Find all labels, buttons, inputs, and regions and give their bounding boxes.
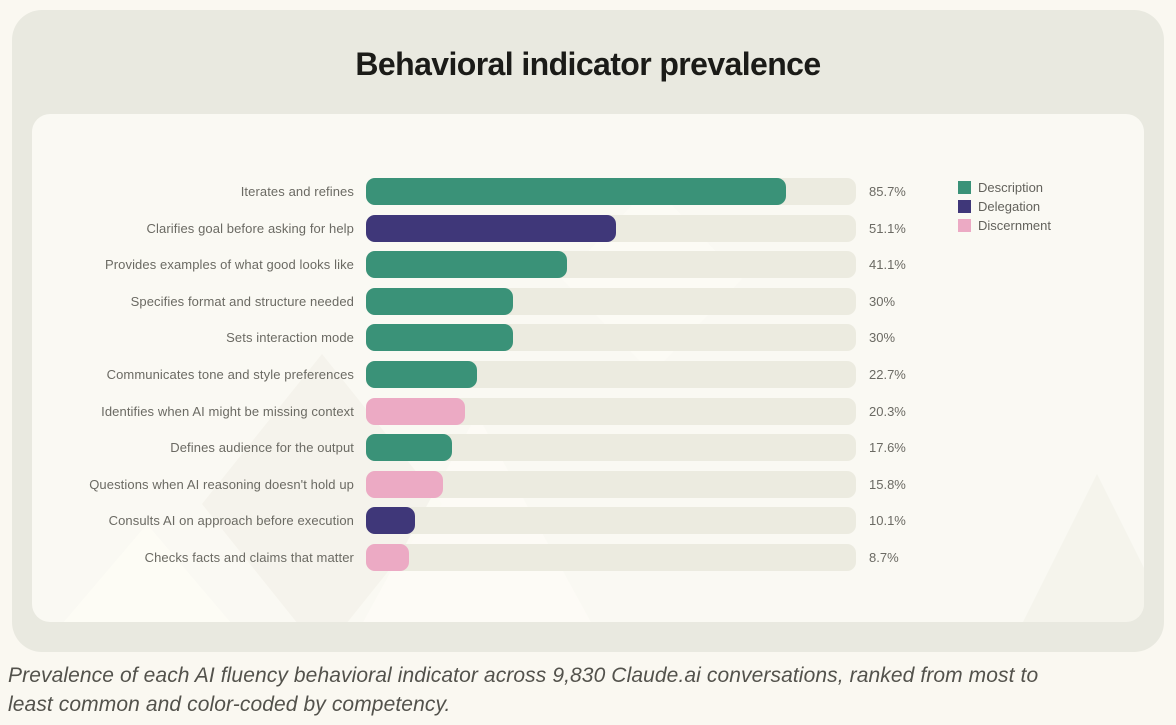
legend-item: Delegation: [958, 199, 1051, 214]
row-value: 30%: [869, 293, 896, 309]
bar-fill-description: [366, 434, 453, 462]
row-label: Defines audience for the output: [170, 440, 354, 456]
row-value: 41.1%: [869, 257, 906, 273]
bar-track: [366, 360, 856, 388]
bar-track: [366, 214, 856, 242]
row-label: Provides examples of what good looks lik…: [104, 257, 354, 273]
row-label: Identifies when AI might be missing cont…: [101, 403, 354, 419]
chart-title: Behavioral indicator prevalence: [355, 46, 821, 82]
bar-track: [366, 507, 856, 535]
row-value: 51.1%: [869, 220, 906, 236]
bar-fill-delegation: [366, 214, 617, 242]
row-value: 17.6%: [869, 440, 906, 456]
row-value: 85.7%: [869, 184, 906, 199]
chart-row: Sets interaction mode 30%: [32, 324, 1144, 352]
bar-track: [366, 470, 856, 498]
chart-row: Provides examples of what good looks lik…: [32, 251, 1144, 279]
bar-track: [366, 397, 856, 425]
chart-row: Questions when AI reasoning doesn't hold…: [32, 470, 1144, 498]
legend-swatch-icon: [958, 219, 971, 232]
chart-panel: Iterates and refines 85.7% Clarifies goal …: [32, 114, 1144, 622]
row-label: Consults AI on approach before execution: [108, 513, 354, 529]
legend-item: Discernment: [958, 218, 1051, 233]
chart-row: Communicates tone and style preferences 2…: [32, 360, 1144, 388]
bar-track: [366, 324, 856, 352]
row-label: Checks facts and claims that matter: [144, 549, 354, 565]
chart-legend: Description Delegation Discernment: [958, 180, 1051, 237]
chart-rows: Iterates and refines 85.7% Clarifies goal …: [32, 178, 1144, 581]
row-value: 8.7%: [869, 549, 899, 565]
chart-row: Defines audience for the output 17.6%: [32, 434, 1144, 462]
row-label: Communicates tone and style preferences: [106, 366, 354, 382]
bar-fill-description: [366, 178, 786, 205]
chart-row: Consults AI on approach before execution…: [32, 507, 1144, 535]
legend-item: Description: [958, 180, 1051, 195]
chart-row: Specifies format and structure needed 30%: [32, 287, 1144, 315]
bar-track: [366, 287, 856, 315]
bar-fill-discernment: [366, 543, 409, 571]
row-label: Specifies format and structure needed: [130, 293, 354, 309]
bar-track: [366, 251, 856, 279]
chart-row: Clarifies goal before asking for help 51.…: [32, 214, 1144, 242]
row-label: Clarifies goal before asking for help: [146, 220, 354, 236]
bar-fill-discernment: [366, 397, 466, 425]
row-value: 22.7%: [869, 366, 906, 382]
legend-swatch-icon: [958, 181, 971, 194]
legend-label: Discernment: [978, 218, 1051, 233]
bar-fill-discernment: [366, 470, 444, 498]
bar-track: [366, 543, 856, 571]
row-label: Iterates and refines: [240, 184, 354, 199]
legend-swatch-icon: [958, 200, 971, 213]
chart-row: Checks facts and claims that matter 8.7%: [32, 543, 1144, 571]
legend-label: Delegation: [978, 199, 1041, 214]
bar-track: [366, 434, 856, 462]
bar-fill-description: [366, 287, 513, 315]
chart-card: Behavioral indicator prevalence Iterates…: [12, 10, 1164, 652]
bar-fill-description: [366, 324, 513, 352]
figure-caption: Prevalence of each AI fluency behavioral…: [8, 664, 1039, 716]
row-label: Sets interaction mode: [226, 330, 354, 346]
row-value: 15.8%: [869, 476, 906, 492]
bar-fill-description: [366, 251, 568, 279]
legend-label: Description: [978, 180, 1044, 195]
bar-fill-description: [366, 360, 478, 388]
chart-row: Iterates and refines 85.7%: [32, 178, 1144, 205]
row-value: 20.3%: [869, 403, 906, 419]
row-value: 30%: [869, 330, 896, 346]
bar-fill-delegation: [366, 507, 416, 535]
row-value: 10.1%: [869, 513, 906, 529]
chart-row: Identifies when AI might be missing cont…: [32, 397, 1144, 425]
bar-track: [366, 178, 856, 205]
row-label: Questions when AI reasoning doesn't hold…: [89, 476, 354, 492]
